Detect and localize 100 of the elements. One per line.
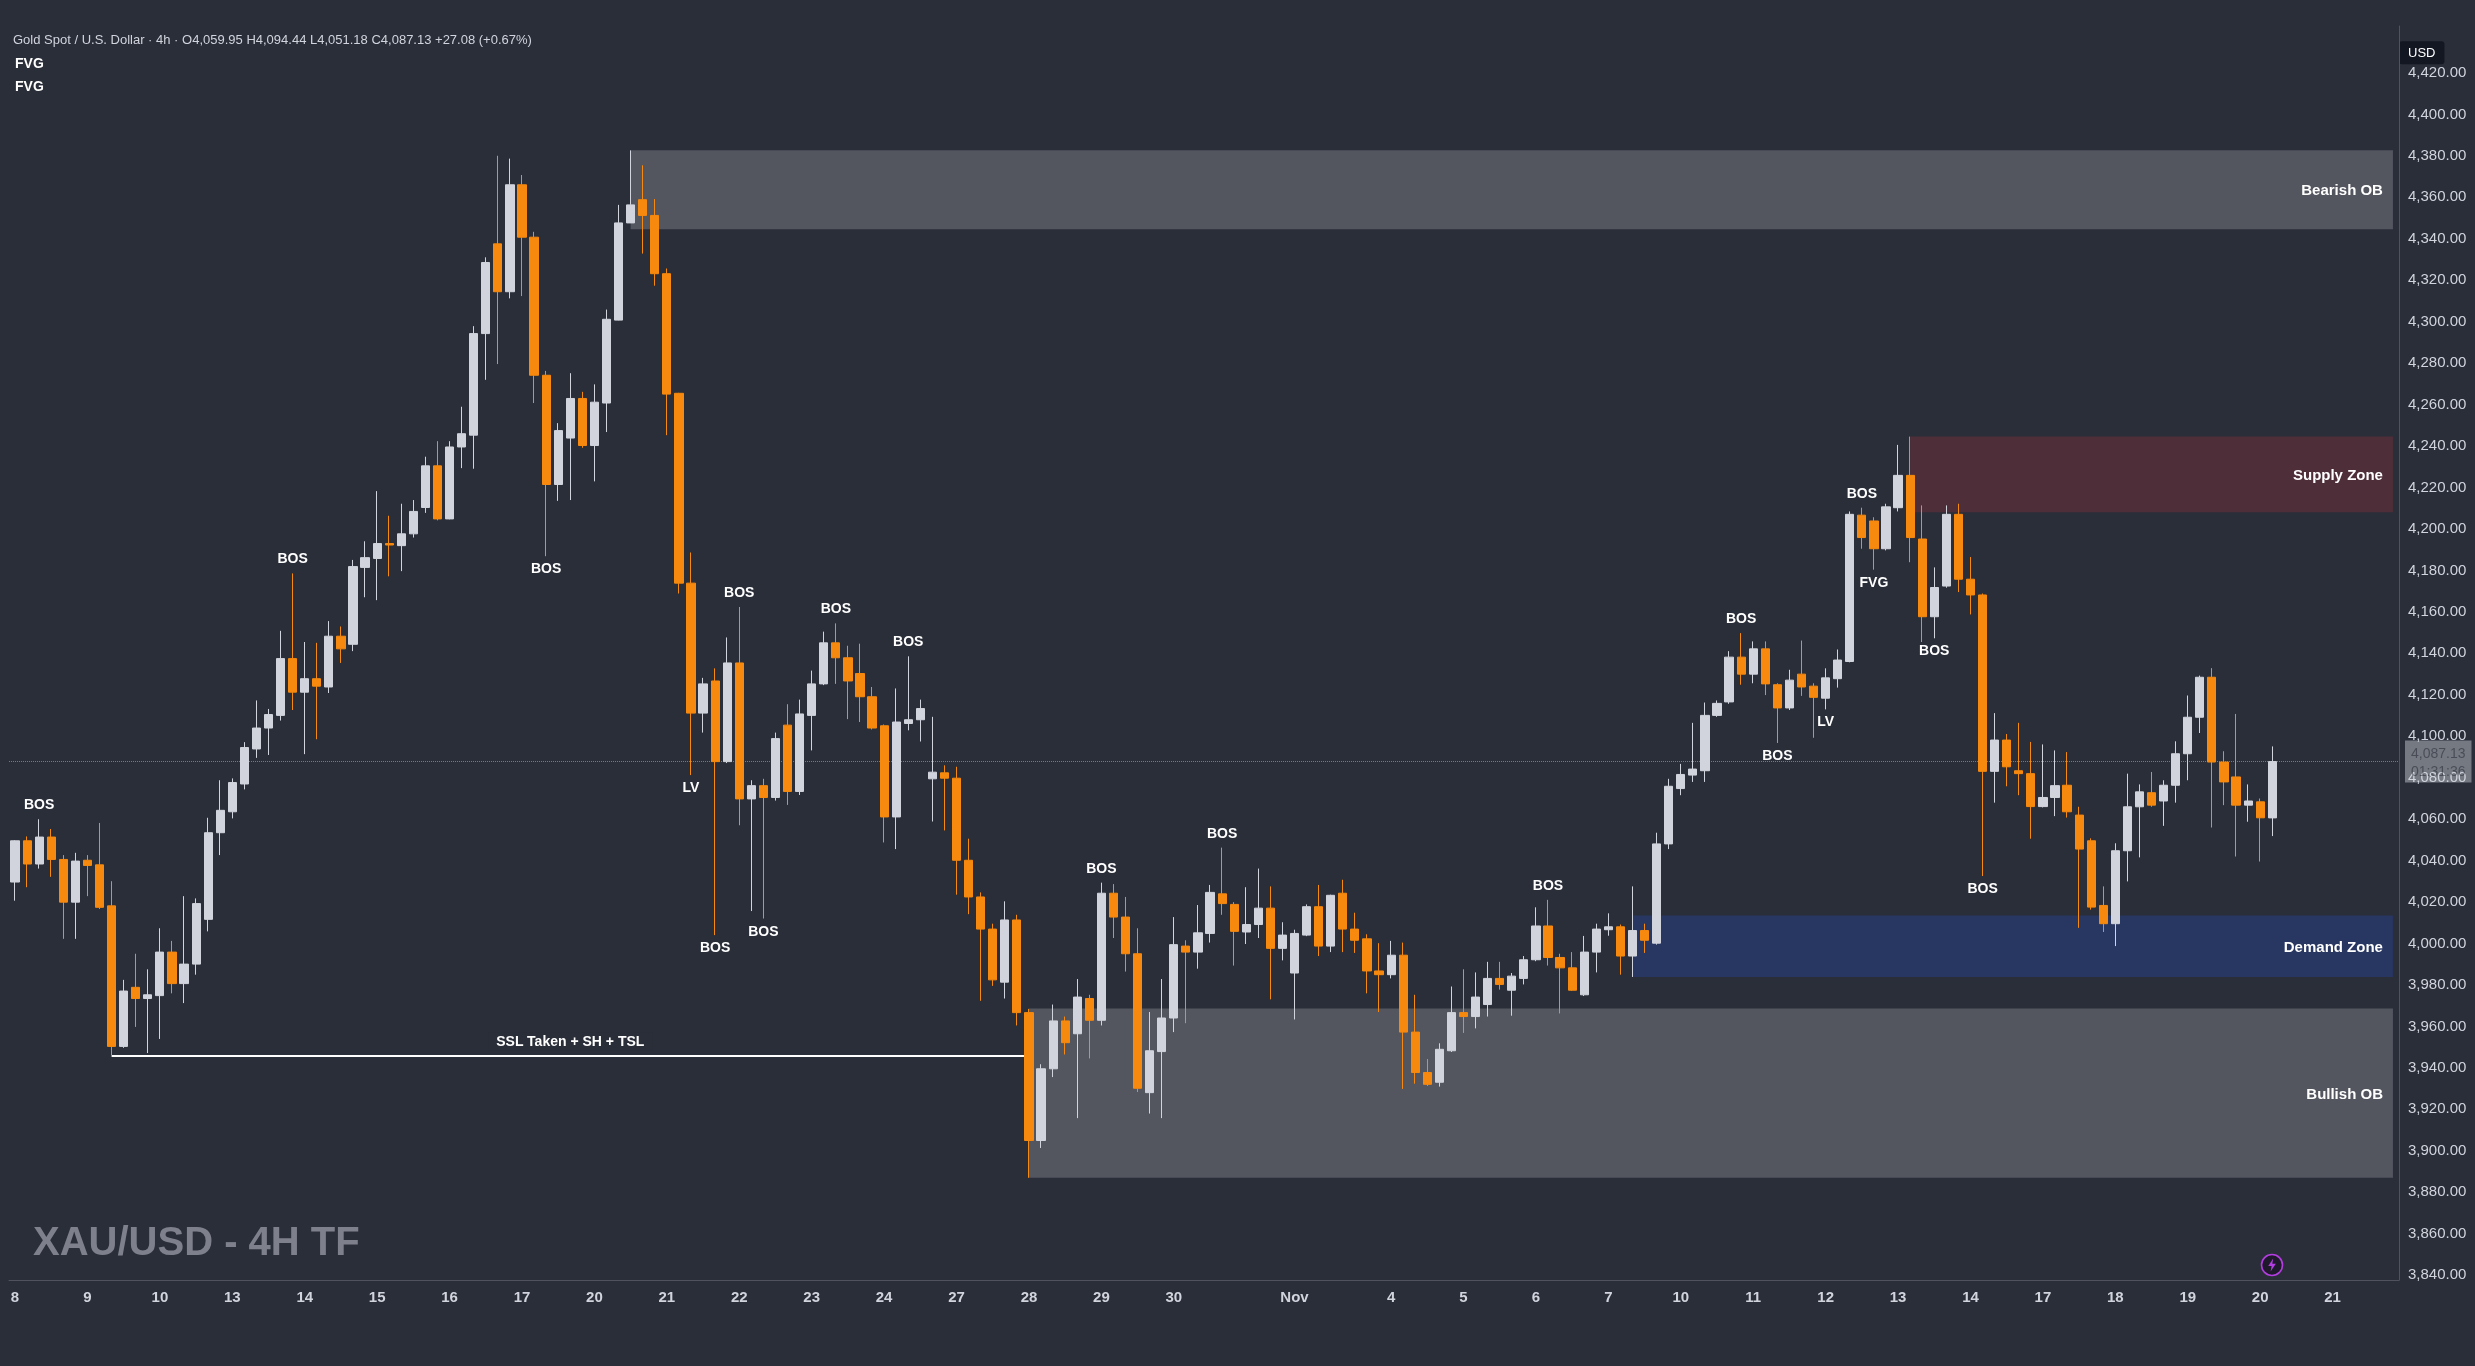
candlestick (1797, 640, 1806, 697)
annotation: FVG (15, 55, 44, 71)
x-tick-label: 16 (441, 1288, 458, 1305)
candlestick (47, 828, 56, 878)
candlestick (1821, 667, 1830, 710)
candlestick (2183, 694, 2192, 781)
y-tick-label: 3,940.00 (2408, 1058, 2467, 1076)
candlestick (1387, 940, 1396, 979)
candlestick (469, 325, 478, 470)
candlestick (2159, 779, 2168, 827)
candlestick (1471, 971, 1480, 1029)
candlestick (2099, 885, 2108, 933)
candlestick (1254, 868, 1263, 939)
candlestick (1942, 504, 1951, 589)
candlestick (831, 622, 840, 685)
annotation: BOS (1086, 859, 1117, 876)
candlestick (1000, 900, 1009, 1000)
candlestick (2147, 771, 2156, 808)
candlestick (35, 818, 44, 870)
y-tick-label: 4,020.00 (2408, 892, 2467, 910)
candlestick (2026, 741, 2035, 840)
candlestick (1242, 886, 1251, 945)
candlestick (300, 641, 309, 755)
annotation: BOS (24, 796, 55, 813)
candlestick (1073, 978, 1082, 1119)
candlestick (1893, 444, 1903, 512)
candlestick (554, 422, 563, 502)
candlestick (1652, 832, 1661, 946)
candlestick (481, 256, 490, 381)
candlestick (1061, 1016, 1070, 1055)
candlestick (1954, 503, 1963, 593)
candlestick (1205, 884, 1215, 944)
x-tick-label: 9 (83, 1288, 92, 1305)
candlestick (1012, 914, 1021, 1026)
text: Gold Spot / U.S. Dollar · 4h · O4,059.95 H4,094.44 L4,051.18 C4,087.13 +27.08 (+0.67%) (13, 32, 532, 47)
annotation: FVG (1859, 573, 1889, 590)
candlestick (529, 231, 539, 404)
x-tick-label: 18 (2106, 1288, 2124, 1305)
y-tick-label: 4,260.00 (2408, 394, 2467, 412)
candlestick (638, 164, 647, 255)
candlestick (2087, 837, 2096, 911)
candlestick (1362, 933, 1372, 994)
candlestick (1568, 951, 1577, 992)
candlestick (1857, 507, 1866, 550)
candlestick (771, 732, 780, 802)
candlestick (783, 703, 792, 806)
candlestick (1157, 978, 1166, 1119)
candlestick (735, 606, 744, 826)
candlestick (1230, 901, 1239, 967)
candlestick (626, 149, 635, 224)
candlestick (517, 174, 527, 297)
candlestick (1616, 924, 1625, 976)
candlestick (1447, 986, 1456, 1053)
candlestick (324, 620, 333, 694)
candlestick (252, 699, 261, 759)
candlestick (1049, 1004, 1058, 1078)
annotation: BOS (1206, 824, 1238, 841)
candlestick (686, 551, 696, 776)
candlestick (723, 636, 732, 764)
candlestick (1181, 939, 1190, 1024)
annotation: BOS (277, 550, 308, 567)
candlestick (940, 764, 949, 831)
candlestick (264, 708, 273, 756)
candlestick (614, 204, 623, 321)
x-tick-label: 7 (1604, 1288, 1613, 1305)
candlestick (1338, 879, 1347, 953)
candlestick (1145, 1011, 1154, 1115)
y-tick-label: 4,400.00 (2408, 104, 2467, 122)
candlestick (904, 655, 913, 731)
candlestick (1036, 1063, 1046, 1149)
y-tick-label: 4,180.00 (2408, 560, 2467, 578)
candlestick (360, 540, 370, 598)
candlestick (2219, 750, 2229, 806)
candlestick (2244, 783, 2253, 823)
candlestick (578, 391, 587, 449)
candlestick (1519, 955, 1528, 985)
x-tick-label: 4 (1386, 1288, 1396, 1305)
candlestick (2123, 773, 2132, 882)
candlestick (1580, 935, 1589, 997)
x-tick-label: 15 (368, 1288, 386, 1305)
candlestick (1664, 778, 1673, 850)
candlestick (1833, 648, 1842, 689)
x-tick-label: 21 (2324, 1288, 2341, 1305)
candlestick (952, 766, 961, 896)
x-tick-label: 22 (730, 1288, 748, 1305)
annotation: BOS (1967, 880, 1998, 897)
x-tick-label: 6 (1531, 1288, 1541, 1305)
candlestick (2171, 740, 2180, 804)
annotation: LV (682, 779, 701, 796)
candlestick (2231, 713, 2241, 858)
candlestick (23, 835, 32, 888)
candlestick (1543, 899, 1553, 967)
candlestick (1773, 682, 1782, 744)
y-axis-title: USD (2408, 45, 2436, 61)
y-tick-label: 4,300.00 (2408, 311, 2467, 329)
candlestick (288, 572, 297, 711)
candlestick (1411, 994, 1420, 1085)
candlestick (312, 642, 321, 740)
band-label: Supply Zone (2292, 465, 2383, 483)
candlestick (1724, 650, 1734, 705)
